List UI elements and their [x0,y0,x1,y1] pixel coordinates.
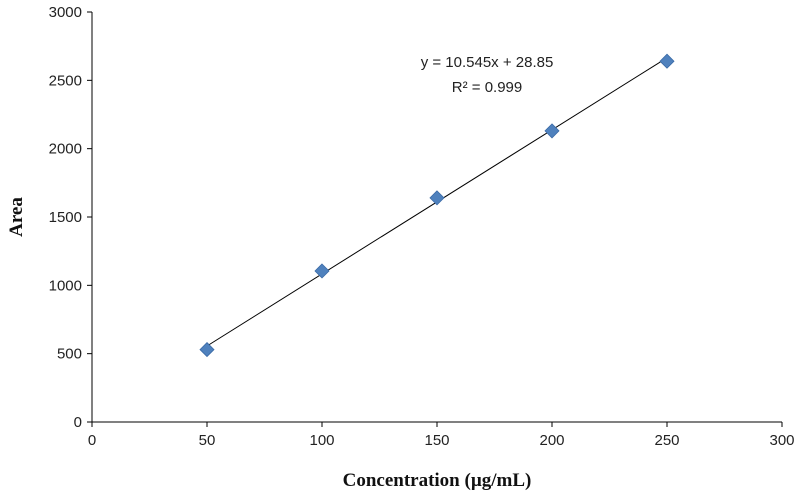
y-tick-label: 1000 [49,277,82,294]
x-tick-label: 150 [424,432,449,449]
y-axis-title: Area [6,197,27,237]
y-tick-label: 2000 [49,141,82,158]
x-axis-title: Concentration (µg/mL) [343,470,532,491]
data-points [199,53,675,358]
x-tick-label: 300 [769,432,794,449]
r-squared-label: R² = 0.999 [452,79,522,96]
y-ticks: 0 500 1000 1500 2000 2500 3000 [49,4,92,431]
y-tick-label: 500 [57,346,82,363]
x-tick-label: 0 [88,432,96,449]
data-point [429,190,445,206]
y-tick-label: 2500 [49,72,82,89]
x-tick-label: 50 [199,432,216,449]
data-point [544,123,560,139]
x-ticks: 0 50 100 150 200 250 300 [88,422,795,449]
data-point [659,53,675,69]
axes [91,12,782,423]
equation-label: y = 10.545x + 28.85 [421,54,554,71]
data-point [314,263,330,279]
y-tick-label: 3000 [49,4,82,21]
x-tick-label: 250 [654,432,679,449]
data-point [199,342,215,358]
y-tick-label: 0 [74,414,82,431]
y-tick-label: 1500 [49,209,82,226]
x-tick-label: 100 [309,432,334,449]
x-tick-label: 200 [539,432,564,449]
